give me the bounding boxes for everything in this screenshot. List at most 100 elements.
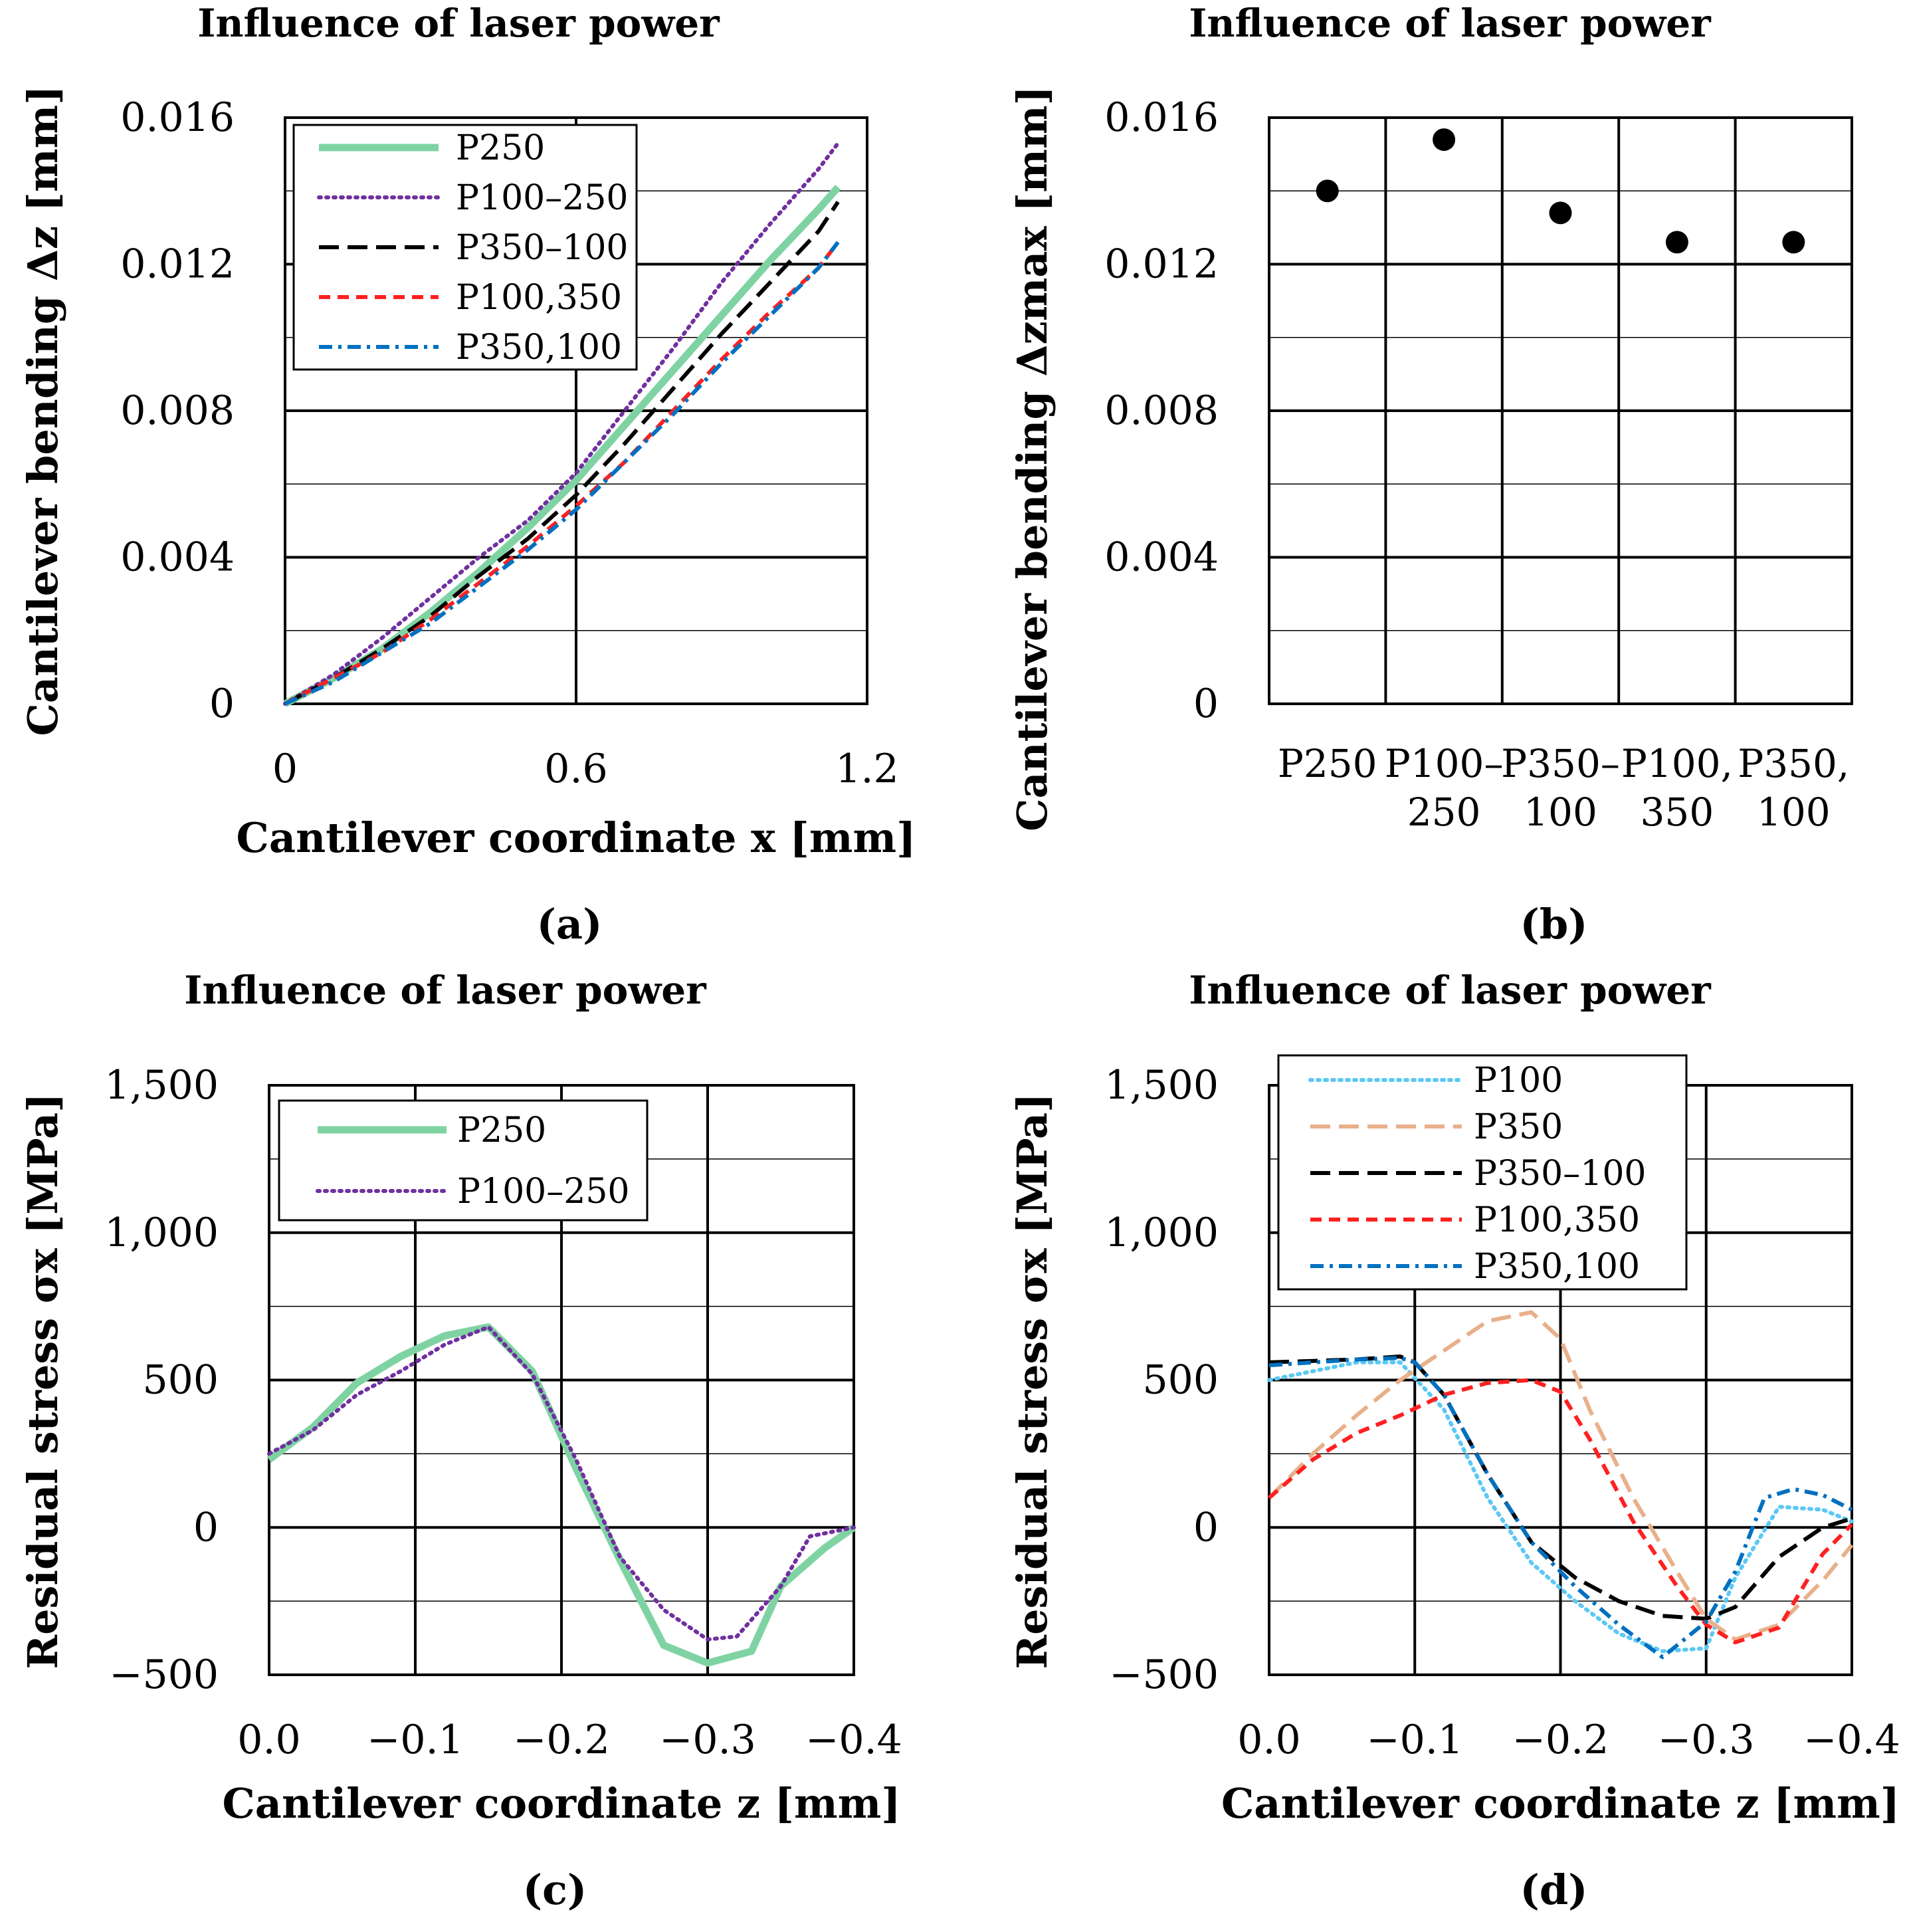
series-line <box>283 185 841 707</box>
data-point <box>1665 231 1688 254</box>
x-tick-label: 0.0 <box>1237 1717 1300 1763</box>
gridlines <box>1268 116 1853 705</box>
legend-label: P350,100 <box>456 328 622 368</box>
plot-frame <box>284 116 868 705</box>
y-tick-label: 0.016 <box>1104 94 1219 141</box>
legend-label: P100 <box>1474 1061 1563 1101</box>
x-category-label: 100 <box>1524 790 1597 835</box>
panel-label: (d) <box>1520 1866 1587 1914</box>
y-tick-label: 0 <box>1193 681 1219 727</box>
y-tick-label: 0 <box>1193 1504 1219 1551</box>
series-line <box>284 241 840 706</box>
legend-label: P350–100 <box>456 228 629 268</box>
y-axis-label: Cantilever bending Δz [mm] <box>19 85 67 736</box>
y-tick-label: 1,500 <box>104 1062 219 1109</box>
x-category-label: P100– <box>1385 741 1504 786</box>
data-point <box>1782 231 1805 254</box>
x-category-label: P350– <box>1501 741 1620 786</box>
legend: P100 P350 P350–100 P100,350 P350,100 <box>1277 1054 1688 1291</box>
x-tick-label: −0.3 <box>1658 1717 1755 1763</box>
y-axis-label: Cantilever bending Δzmax [mm] <box>1008 86 1056 831</box>
plot-frame <box>268 1084 855 1676</box>
y-tick-label: 0 <box>209 681 235 727</box>
chart-b: Influence of laser power 0 0.004 0.008 0.012… <box>1008 1 1853 948</box>
y-tick-label: 0.004 <box>120 534 235 581</box>
legend-box <box>278 1099 649 1222</box>
y-tick-label: 1,000 <box>104 1210 219 1256</box>
x-category-label: P250 <box>1278 741 1377 786</box>
y-tick-label: 500 <box>1142 1357 1219 1404</box>
chart-title: Influence of laser power <box>1189 968 1712 1013</box>
x-tick-label: 1.2 <box>835 746 898 792</box>
data-point <box>1549 201 1572 225</box>
data-point <box>1433 128 1456 152</box>
plot-frame <box>1268 116 1853 705</box>
series-line <box>1267 1360 1854 1654</box>
x-tick-label: −0.4 <box>805 1717 902 1763</box>
series-line <box>1268 1356 1853 1660</box>
chart-a: Influence of laser power 0 0.004 0.008 0.012… <box>19 1 916 948</box>
series-group <box>266 1323 856 1667</box>
legend-label: P350,100 <box>1474 1247 1640 1287</box>
x-tick-label: 0.6 <box>544 746 607 792</box>
legend-label: P100,350 <box>1474 1200 1640 1240</box>
series-line <box>1267 1310 1854 1642</box>
x-tick-label: −0.2 <box>513 1717 610 1763</box>
x-tick-label: −0.3 <box>659 1717 756 1763</box>
legend-label: P350–100 <box>1474 1154 1647 1194</box>
chart-d: Influence of laser power −500 0 500 1,000 1,5… <box>1008 968 1900 1914</box>
legend-label: P250 <box>457 1111 546 1150</box>
x-tick-label: 0 <box>272 746 298 792</box>
x-tick-label: −0.4 <box>1803 1717 1900 1763</box>
y-tick-label: 1,500 <box>1104 1062 1219 1109</box>
x-tick-label: 0.0 <box>237 1717 300 1763</box>
series-line <box>1268 1378 1854 1645</box>
x-category-label: 100 <box>1757 790 1831 835</box>
series-line <box>266 1323 856 1667</box>
series-group <box>1267 1310 1854 1660</box>
y-tick-label: 0 <box>193 1504 219 1551</box>
series-line <box>284 201 840 706</box>
legend: P250 P100–250 <box>278 1099 649 1222</box>
series-line <box>283 141 841 706</box>
x-category-label: 350 <box>1641 790 1714 835</box>
legend-label: P100–250 <box>457 1172 630 1212</box>
series-line <box>267 1325 856 1642</box>
y-tick-label: 0.008 <box>1104 387 1219 434</box>
x-axis-label: Cantilever coordinate z [mm] <box>1221 1779 1900 1828</box>
panel-label: (b) <box>1520 900 1587 948</box>
series-group <box>283 141 841 707</box>
x-category-label: P350, <box>1738 741 1849 786</box>
chart-c: Influence of laser power −500 0 500 1,000 1,5… <box>19 968 902 1914</box>
y-tick-label: 0.008 <box>120 387 235 434</box>
y-tick-label: 0.012 <box>120 241 235 288</box>
gridlines <box>268 1084 855 1676</box>
panel-label: (c) <box>523 1866 587 1914</box>
y-tick-label: 0.004 <box>1104 534 1219 581</box>
x-axis-label: Cantilever coordinate x [mm] <box>237 813 916 862</box>
x-category-label: 250 <box>1407 790 1481 835</box>
legend-label: P100,350 <box>456 278 622 318</box>
x-tick-label: −0.2 <box>1512 1717 1609 1763</box>
y-axis-label: Residual stress σx [MPa] <box>1008 1093 1056 1669</box>
y-tick-label: 1,000 <box>1104 1210 1219 1256</box>
chart-title: Influence of laser power <box>197 1 720 46</box>
data-point <box>1316 179 1339 203</box>
y-tick-label: −500 <box>109 1652 219 1698</box>
x-axis-label: Cantilever coordinate z [mm] <box>222 1779 900 1828</box>
legend-label: P350 <box>1474 1107 1563 1147</box>
x-category-label: P100, <box>1621 741 1733 786</box>
legend-label: P250 <box>456 128 545 168</box>
chart-title: Influence of laser power <box>184 968 707 1013</box>
chart-title: Influence of laser power <box>1189 1 1712 46</box>
y-tick-label: 0.012 <box>1104 241 1219 288</box>
panel-label: (a) <box>537 900 603 948</box>
x-tick-label: −0.1 <box>367 1717 464 1763</box>
y-tick-label: 500 <box>142 1357 219 1404</box>
legend: P250 P100–250 P350–100 P100,350 P350,100 <box>292 124 638 371</box>
legend-label: P100–250 <box>456 178 629 218</box>
x-tick-label: −0.1 <box>1366 1717 1463 1763</box>
y-axis-label: Residual stress σx [MPa] <box>19 1093 67 1669</box>
y-tick-label: 0.016 <box>120 94 235 141</box>
